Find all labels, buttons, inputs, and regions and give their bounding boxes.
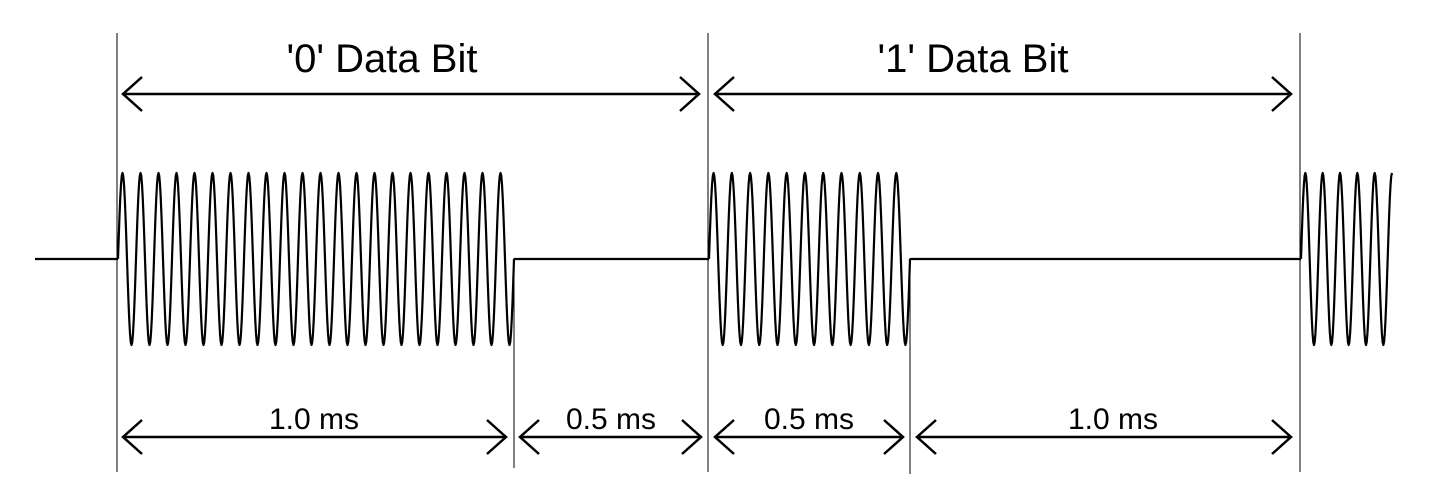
zero-bit-span-arrow [121,76,701,112]
one-bit-label: '1' Data Bit [878,37,1069,81]
duration-arrow-zero-off [518,419,703,455]
duration-label-one-on: 0.5 ms [764,403,854,436]
signal-burst-zero-bit [116,171,516,347]
carrier-signal [35,171,1394,347]
signal-burst-next-bit [1299,171,1394,347]
duration-arrow-one-off [915,419,1293,455]
duration-arrow-zero-on [121,419,508,455]
one-bit-span-arrow [713,76,1293,112]
duration-label-zero-off: 0.5 ms [566,403,656,436]
duration-label-one-off: 1.0 ms [1068,403,1158,436]
zero-bit-label: '0' Data Bit [287,37,478,81]
duration-label-zero-on: 1.0 ms [269,403,359,436]
duration-arrow-one-on [713,419,905,455]
signal-burst-one-bit [707,171,912,347]
guide-lines [116,33,1301,474]
